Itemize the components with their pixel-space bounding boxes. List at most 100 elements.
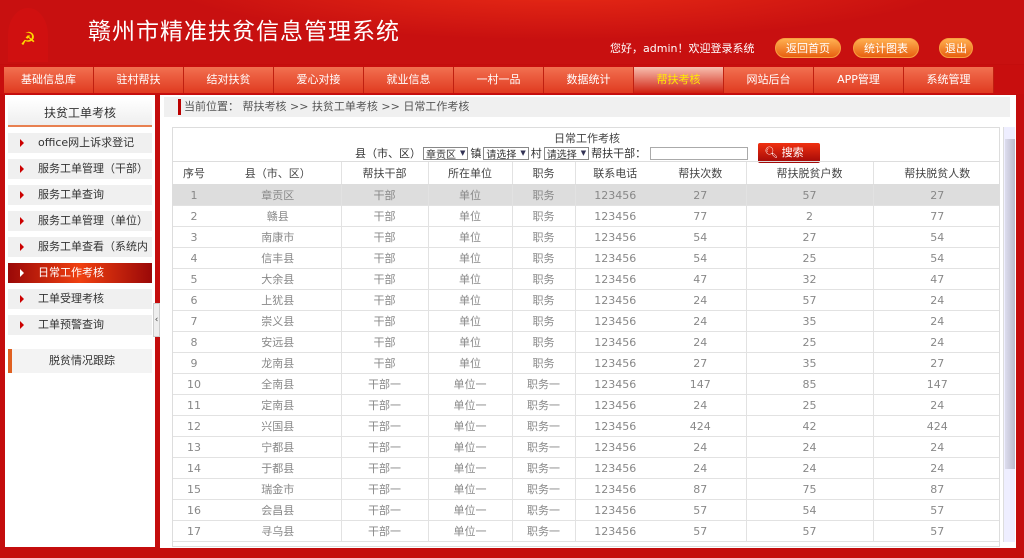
table-cell: 123456 (574, 478, 655, 500)
table-cell: 25 (745, 394, 873, 416)
table-row[interactable]: 11 定南县 干部一 单位一 职务一 123456 24 25 24 (173, 394, 999, 416)
table-row[interactable]: 4 信丰县 干部 单位 职务 123456 54 25 54 (173, 247, 999, 269)
nav-item[interactable]: 系统管理 (904, 67, 994, 93)
sidebar-item[interactable]: 工单受理考核 (8, 289, 152, 309)
sidebar-item[interactable]: 工单预警查询 (8, 315, 152, 335)
nav-item[interactable]: 结对扶贫 (184, 67, 274, 93)
table-cell: 干部 (340, 289, 428, 311)
cadre-input[interactable] (650, 146, 749, 160)
table-cell: 3 (173, 226, 215, 248)
sidebar-item[interactable]: 服务工单管理（干部） (8, 159, 152, 179)
work-assessment-table: 序号 县（市、区） 帮扶干部 所在单位 职务 联系电话 帮扶次数 帮扶脱贫户数 帮扶脱贫人数 1… (173, 161, 999, 542)
table-cell: 单位 (427, 247, 512, 269)
sidebar-section-poverty-tracking[interactable]: 脱贫情况跟踪 (8, 349, 152, 373)
search-button[interactable]: 🔍︎ 搜索 (758, 143, 821, 163)
header-banner: ☭ 赣州市精准扶贫信息管理系统 您好，admin！欢迎登录系统 返回首页 统计图… (0, 0, 1024, 64)
nav-item[interactable]: 就业信息 (364, 67, 454, 93)
table-cell: 职务 (511, 310, 575, 332)
table-row[interactable]: 3 南康市 干部 单位 职务 123456 54 27 54 (173, 226, 999, 248)
table-cell: 龙南县 (215, 352, 341, 374)
table-cell: 单位 (427, 184, 512, 206)
nav-item[interactable]: 帮扶考核 (634, 67, 724, 93)
table-row[interactable]: 7 崇义县 干部 单位 职务 123456 24 35 24 (173, 310, 999, 332)
table-row[interactable]: 2 赣县 干部 单位 职务 123456 77 2 77 (173, 205, 999, 227)
table-row[interactable]: 5 大余县 干部 单位 职务 123456 47 32 47 (173, 268, 999, 290)
scroll-thumb[interactable] (1005, 139, 1015, 469)
column-header[interactable]: 所在单位 (427, 161, 512, 185)
collapse-sidebar-toggle[interactable]: ‹ (153, 303, 160, 337)
column-header[interactable]: 职务 (511, 161, 575, 185)
table-header-row: 序号 县（市、区） 帮扶干部 所在单位 职务 联系电话 帮扶次数 帮扶脱贫户数 帮扶脱贫人数 (173, 161, 999, 185)
table-cell: 单位一 (427, 415, 512, 437)
table-cell: 14 (173, 457, 215, 479)
home-button[interactable]: 返回首页 (775, 38, 841, 58)
table-cell: 24 (745, 457, 873, 479)
table-cell: 123456 (574, 310, 655, 332)
table-row[interactable]: 10 全南县 干部一 单位一 职务一 123456 147 85 147 (173, 373, 999, 395)
table-row[interactable]: 8 安远县 干部 单位 职务 123456 24 25 24 (173, 331, 999, 353)
table-cell: 11 (173, 394, 215, 416)
table-cell: 4 (173, 247, 215, 269)
column-header[interactable]: 帮扶脱贫户数 (745, 161, 873, 185)
table-row[interactable]: 14 于都县 干部一 单位一 职务一 123456 24 24 24 (173, 457, 999, 479)
sidebar-item[interactable]: 服务工单管理（单位） (8, 211, 152, 231)
table-cell: 54 (872, 247, 999, 269)
logout-button[interactable]: 退出 (939, 38, 973, 58)
table-cell: 干部 (340, 226, 428, 248)
nav-item[interactable]: 基础信息库 (4, 67, 94, 93)
table-cell: 赣县 (215, 205, 341, 227)
table-cell: 单位 (427, 226, 512, 248)
column-header[interactable]: 帮扶次数 (655, 161, 746, 185)
column-header[interactable]: 帮扶脱贫人数 (872, 161, 999, 185)
column-header[interactable]: 联系电话 (574, 161, 655, 185)
village-select[interactable]: 请选择 ▼ (543, 146, 590, 161)
sidebar-section-title[interactable]: 扶贫工单考核 (8, 99, 152, 127)
table-cell: 123456 (574, 436, 655, 458)
table-row[interactable]: 16 会昌县 干部一 单位一 职务一 123456 57 54 57 (173, 499, 999, 521)
county-label: 县（市、区） (355, 147, 421, 160)
table-row[interactable]: 17 寻乌县 干部一 单位一 职务一 123456 57 57 57 (173, 520, 999, 542)
sidebar-item[interactable]: office网上诉求登记 (8, 133, 152, 153)
table-cell: 干部 (340, 247, 428, 269)
table-cell: 24 (745, 436, 873, 458)
table-cell: 职务 (511, 331, 575, 353)
nav-item[interactable]: APP管理 (814, 67, 904, 93)
table-cell: 27 (655, 184, 746, 206)
column-header[interactable]: 序号 (173, 161, 215, 185)
table-cell: 单位一 (427, 373, 512, 395)
table-cell: 24 (872, 289, 999, 311)
column-header[interactable]: 县（市、区） (215, 161, 341, 185)
table-row[interactable]: 13 宁都县 干部一 单位一 职务一 123456 24 24 24 (173, 436, 999, 458)
table-row[interactable]: 6 上犹县 干部 单位 职务 123456 24 57 24 (173, 289, 999, 311)
table-cell: 123456 (574, 331, 655, 353)
town-select[interactable]: 请选择 ▼ (483, 146, 529, 161)
sidebar-item[interactable]: 日常工作考核 (8, 263, 152, 283)
table-row[interactable]: 12 兴国县 干部一 单位一 职务一 123456 424 42 424 (173, 415, 999, 437)
table-cell: 干部一 (340, 394, 428, 416)
sidebar-item[interactable]: 服务工单查看（系统内 (8, 237, 152, 257)
nav-item[interactable]: 一村一品 (454, 67, 544, 93)
nav-item[interactable]: 爱心对接 (274, 67, 364, 93)
table-row[interactable]: 15 瑞金市 干部一 单位一 职务一 123456 87 75 87 (173, 478, 999, 500)
table-cell: 干部一 (340, 373, 428, 395)
vertical-scrollbar[interactable] (1003, 127, 1015, 542)
table-row[interactable]: 9 龙南县 干部 单位 职务 123456 27 35 27 (173, 352, 999, 374)
table-cell: 宁都县 (215, 436, 341, 458)
nav-item[interactable]: 网站后台 (724, 67, 814, 93)
nav-item[interactable]: 数据统计 (544, 67, 634, 93)
table-cell: 5 (173, 268, 215, 290)
nav-item[interactable]: 驻村帮扶 (94, 67, 184, 93)
table-cell: 57 (745, 184, 873, 206)
column-header[interactable]: 帮扶干部 (340, 161, 428, 185)
table-cell: 54 (872, 226, 999, 248)
table-row[interactable]: 1 章贡区 干部 单位 职务 123456 27 57 27 (173, 184, 999, 206)
main-content: 当前位置： 帮扶考核 >> 扶贫工单考核 >> 日常工作考核 日常工作考核 县（… (160, 95, 1016, 548)
county-select[interactable]: 章贡区 ▼ (423, 146, 469, 161)
table-cell: 25 (745, 331, 873, 353)
table-cell: 57 (655, 520, 746, 542)
main-nav: 基础信息库 驻村帮扶 结对扶贫 爱心对接 就业信息 一村一品 数据统计 帮扶考核 网站后台 APP… (0, 65, 1024, 94)
table-cell: 27 (872, 184, 999, 206)
sidebar-item[interactable]: 服务工单查询 (8, 185, 152, 205)
stats-chart-button[interactable]: 统计图表 (853, 38, 919, 58)
table-cell: 单位 (427, 205, 512, 227)
